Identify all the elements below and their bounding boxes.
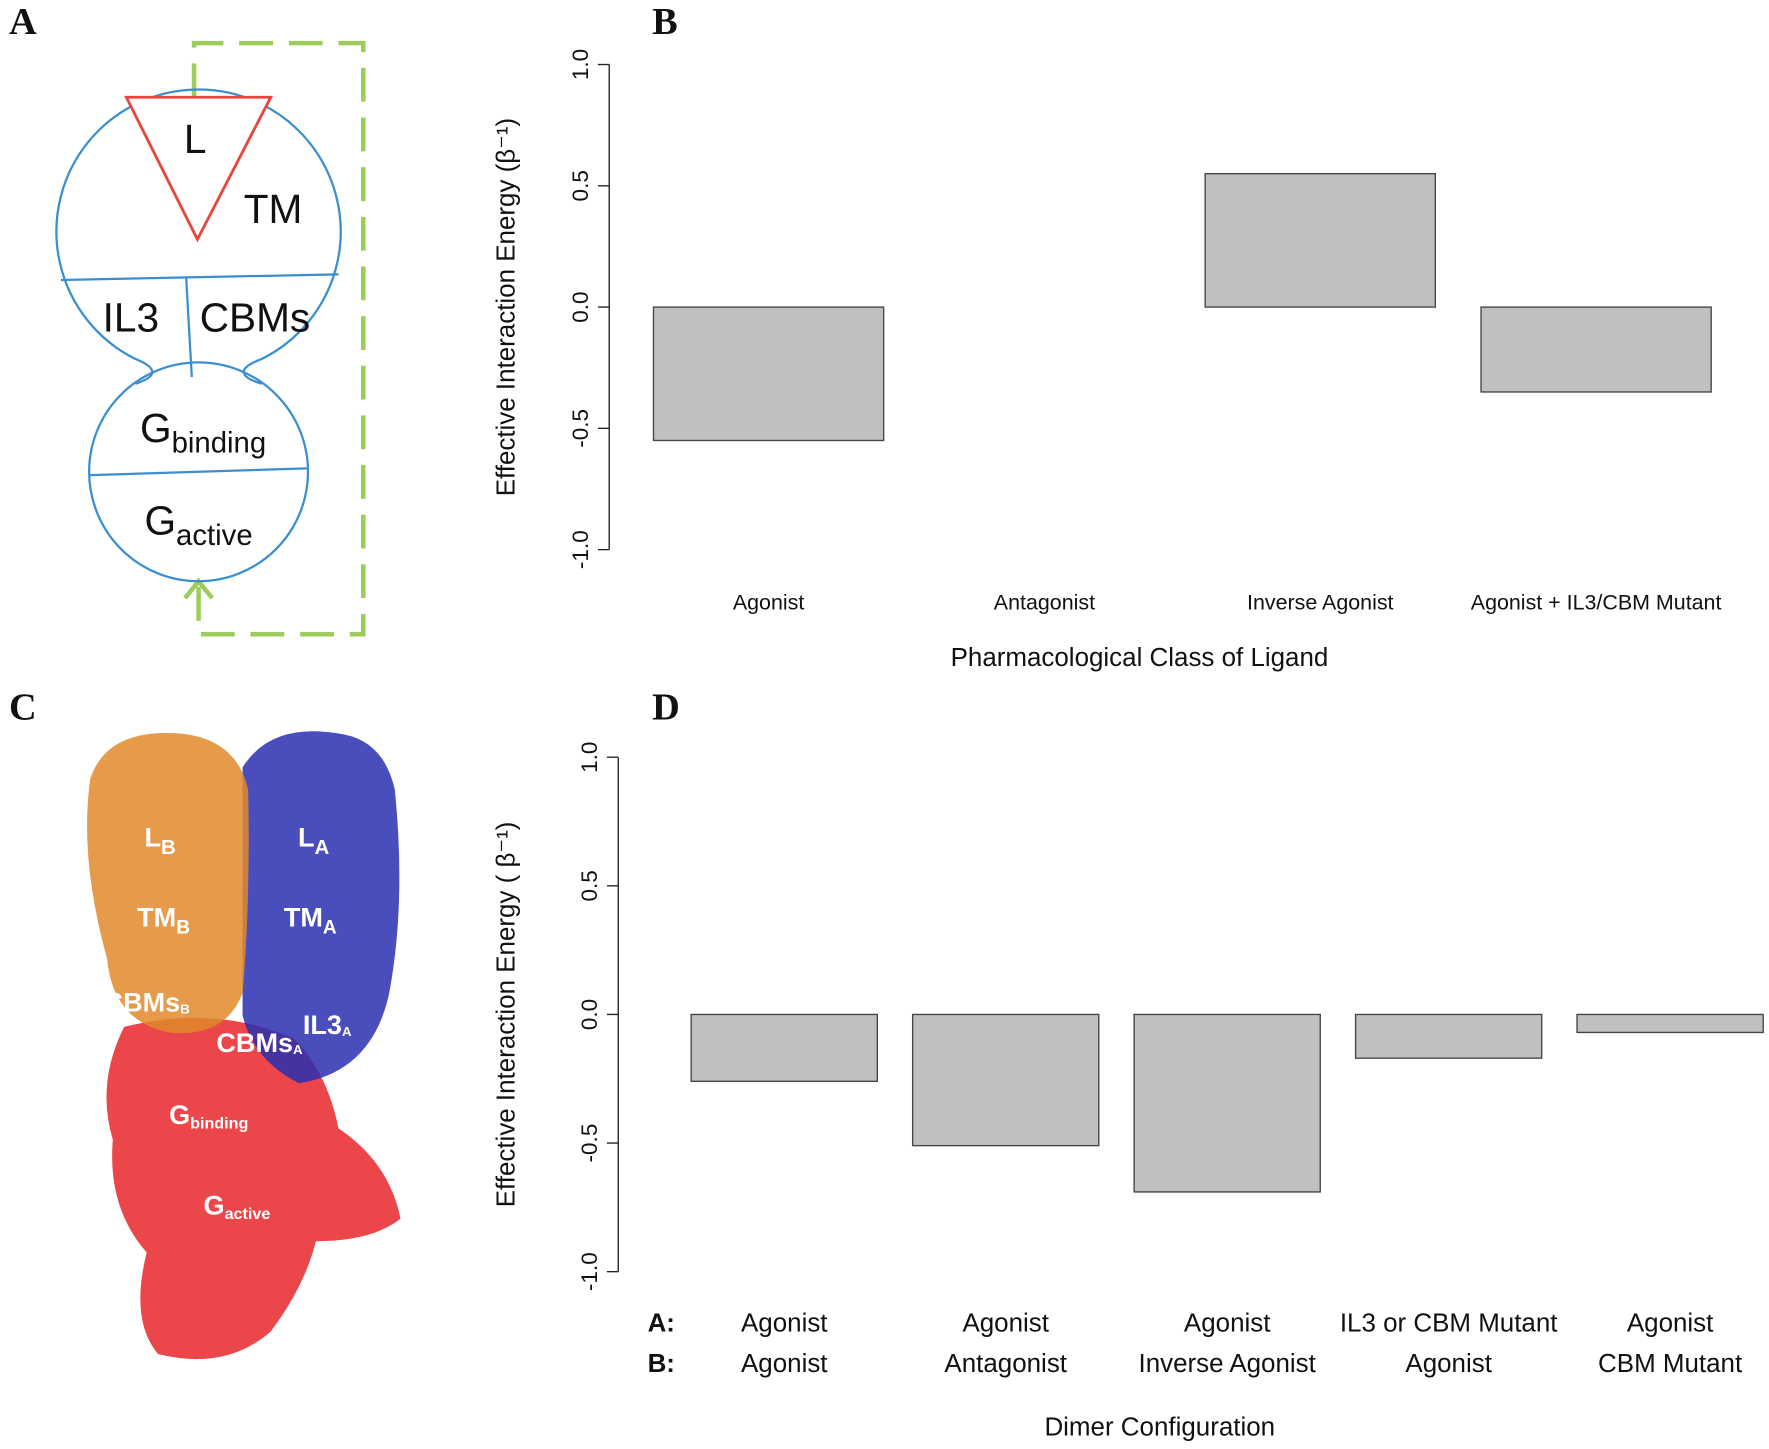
y-tick-label: -1.0 xyxy=(568,530,593,569)
monomer-a xyxy=(242,731,400,1084)
label-sub: A xyxy=(323,918,337,939)
g-protein-outline xyxy=(87,361,310,583)
x-tick-label: Antagonist xyxy=(994,590,1095,614)
label-main: CBMs xyxy=(216,1027,293,1058)
x-tick-label: Agonist xyxy=(733,590,804,614)
label-sub: binding xyxy=(190,1115,248,1133)
label-main: L xyxy=(145,822,162,853)
label: IL3 xyxy=(103,294,159,340)
x-tick-label: IL3 or CBM Mutant xyxy=(1340,1310,1558,1338)
y-tick-label: -0.5 xyxy=(568,409,593,448)
label-main: G xyxy=(204,1190,225,1221)
label-sub: A xyxy=(342,1024,352,1039)
y-axis-label: Effective Interaction Energy ( β⁻¹) xyxy=(493,822,521,1208)
x-axis-label: Pharmacological Class of Ligand xyxy=(951,644,1329,672)
divider xyxy=(60,273,339,282)
bar xyxy=(1133,1013,1321,1193)
structure-label: TMB xyxy=(137,902,190,939)
label-sub: A xyxy=(314,836,329,859)
label-main: G xyxy=(144,497,176,543)
schematic xyxy=(55,40,366,637)
label: CBMs xyxy=(200,294,311,340)
y-tick-label: 0.0 xyxy=(568,291,593,322)
label-sub: binding xyxy=(172,426,267,459)
structure-label: CBMsB xyxy=(104,986,190,1017)
label-main: IL3 xyxy=(303,1009,342,1040)
label: TM xyxy=(244,186,303,232)
x-tick-label: Agonist xyxy=(741,1310,828,1338)
label: Gactive xyxy=(144,497,252,552)
x-tick-label: Agonist xyxy=(1627,1310,1714,1338)
structure-label: Gactive xyxy=(204,1190,271,1224)
x-tick-label: Inverse Agonist xyxy=(1139,1350,1317,1378)
structure-label: TMA xyxy=(284,902,337,939)
x-tick-label: Antagonist xyxy=(944,1350,1067,1378)
x-tick-label: Agonist + IL3/CBM Mutant xyxy=(1471,590,1722,614)
y-tick-label: -0.5 xyxy=(577,1124,602,1163)
structure-label: LB xyxy=(145,822,176,860)
label-main: TM xyxy=(137,902,176,933)
ligand-triangle xyxy=(124,95,274,243)
divider xyxy=(90,467,307,477)
y-tick-label: 0.5 xyxy=(568,170,593,201)
structure-label: IL3A xyxy=(303,1009,352,1040)
label-sub: active xyxy=(225,1205,271,1223)
x-tick-label: Agonist xyxy=(1405,1350,1492,1378)
structure-label: CBMsA xyxy=(216,1027,303,1058)
label: Gbinding xyxy=(140,405,266,460)
monomer-b xyxy=(87,732,249,1034)
bar xyxy=(652,306,885,442)
y-tick-label: -1.0 xyxy=(577,1252,602,1291)
label-main: G xyxy=(140,405,172,451)
structure-label: Gbinding xyxy=(169,1099,248,1133)
panel-label: C xyxy=(9,687,37,729)
row-label: B: xyxy=(648,1350,675,1378)
label-sub: B xyxy=(180,1002,190,1017)
panel-label: B xyxy=(652,1,678,43)
bar xyxy=(1576,1013,1764,1034)
x-tick-label: CBM Mutant xyxy=(1598,1350,1743,1378)
y-axis-label: Effective Interaction Energy (β⁻¹) xyxy=(493,118,521,496)
label-main: TM xyxy=(284,902,323,933)
g-protein xyxy=(106,1017,401,1360)
y-tick-label: 0.5 xyxy=(577,870,602,901)
panel-label: A xyxy=(9,1,37,43)
x-axis-label: Dimer Configuration xyxy=(1044,1413,1275,1441)
row-label: A: xyxy=(648,1310,675,1338)
label-main: CBMs xyxy=(104,986,181,1017)
y-tick-label: 0.0 xyxy=(577,999,602,1030)
panel-label: D xyxy=(652,687,680,729)
feedback-arrow xyxy=(191,40,366,637)
y-tick-label: 1.0 xyxy=(568,49,593,80)
bar xyxy=(1354,1013,1543,1059)
label: L xyxy=(184,116,207,162)
protein-structure xyxy=(87,731,401,1360)
x-tick-label: Agonist xyxy=(962,1310,1049,1338)
bar xyxy=(1480,306,1712,393)
label-sub: A xyxy=(293,1042,303,1057)
y-tick-label: 1.0 xyxy=(577,742,602,773)
label-sub: active xyxy=(176,519,253,552)
bar xyxy=(911,1013,1100,1147)
bar xyxy=(1204,172,1437,308)
divider xyxy=(185,277,193,378)
label-sub: B xyxy=(176,918,190,939)
bar xyxy=(690,1013,879,1083)
label-main: L xyxy=(298,822,315,853)
x-tick-label: Inverse Agonist xyxy=(1247,590,1394,614)
label-sub: B xyxy=(161,836,176,859)
x-tick-label: Agonist xyxy=(1184,1310,1271,1338)
label-main: G xyxy=(169,1099,190,1130)
structure-label: LA xyxy=(298,822,330,860)
x-tick-label: Agonist xyxy=(741,1350,828,1378)
